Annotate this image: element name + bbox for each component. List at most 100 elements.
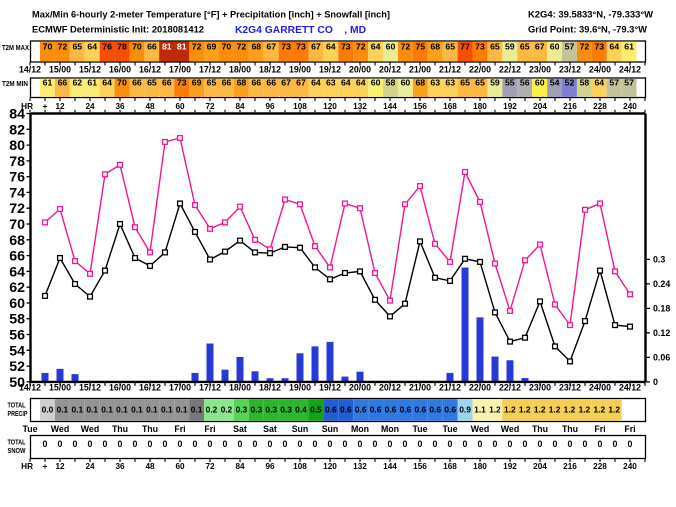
- svg-text:60: 60: [535, 77, 545, 87]
- svg-text:58: 58: [386, 77, 396, 87]
- svg-text:0.06: 0.06: [653, 353, 670, 363]
- svg-text:22/00: 22/00: [469, 65, 491, 75]
- svg-text:1.2: 1.2: [549, 405, 561, 415]
- svg-text:0: 0: [448, 439, 453, 449]
- svg-text:0.5: 0.5: [310, 405, 322, 415]
- svg-text:24/12: 24/12: [619, 382, 641, 392]
- svg-text:64: 64: [609, 41, 619, 51]
- svg-text:70: 70: [9, 217, 25, 233]
- svg-text:Thu: Thu: [562, 424, 578, 434]
- svg-text:65: 65: [147, 77, 157, 87]
- svg-text:216: 216: [563, 462, 577, 471]
- svg-text:57: 57: [565, 41, 575, 51]
- svg-text:0.6: 0.6: [385, 405, 397, 415]
- svg-text:22/00: 22/00: [469, 382, 491, 392]
- svg-text:168: 168: [443, 102, 457, 111]
- svg-text:78: 78: [117, 41, 127, 51]
- svg-text:20/12: 20/12: [379, 382, 401, 392]
- svg-text:72: 72: [205, 462, 215, 471]
- svg-text:Fri: Fri: [204, 424, 215, 434]
- svg-text:60: 60: [386, 41, 396, 51]
- svg-text:1.2: 1.2: [593, 405, 605, 415]
- svg-text:67: 67: [281, 77, 291, 87]
- svg-text:17/12: 17/12: [199, 382, 221, 392]
- svg-text:180: 180: [473, 462, 487, 471]
- svg-text:24: 24: [85, 462, 95, 471]
- svg-text:62: 62: [72, 77, 82, 87]
- svg-text:65: 65: [445, 41, 455, 51]
- svg-text:0.6: 0.6: [325, 405, 337, 415]
- svg-text:Sun: Sun: [322, 424, 339, 434]
- svg-text:16/00: 16/00: [109, 65, 131, 75]
- svg-text:62: 62: [9, 280, 25, 296]
- svg-text:0: 0: [88, 439, 93, 449]
- svg-text:0: 0: [343, 439, 348, 449]
- svg-text:180: 180: [473, 102, 487, 111]
- svg-text:72: 72: [192, 41, 202, 51]
- svg-text:Sun: Sun: [292, 424, 309, 434]
- svg-text:0.1: 0.1: [176, 405, 188, 415]
- svg-text:55: 55: [505, 77, 515, 87]
- svg-text:64: 64: [371, 41, 381, 51]
- svg-text:Grid Point: 39.6°N, -79.3°W: Grid Point: 39.6°N, -79.3°W: [528, 24, 647, 35]
- svg-text:1.2: 1.2: [608, 405, 620, 415]
- svg-text:54: 54: [550, 77, 560, 87]
- svg-text:0: 0: [313, 439, 318, 449]
- svg-text:56: 56: [520, 77, 530, 87]
- svg-text:+: +: [43, 462, 48, 471]
- svg-text:0: 0: [163, 439, 168, 449]
- svg-text:70: 70: [117, 77, 127, 87]
- svg-text:73: 73: [341, 41, 351, 51]
- svg-text:0: 0: [508, 439, 513, 449]
- svg-text:65: 65: [490, 41, 500, 51]
- svg-text:Thu: Thu: [142, 424, 158, 434]
- svg-text:64: 64: [311, 77, 321, 87]
- svg-text:Thu: Thu: [112, 424, 128, 434]
- svg-text:TOTAL: TOTAL: [8, 439, 27, 446]
- svg-text:14/12: 14/12: [19, 65, 41, 75]
- svg-text:21/12: 21/12: [439, 382, 461, 392]
- svg-text:72: 72: [356, 41, 366, 51]
- svg-text:19/00: 19/00: [289, 382, 311, 392]
- svg-text:1.2: 1.2: [579, 405, 591, 415]
- svg-text:96: 96: [265, 102, 275, 111]
- svg-text:63: 63: [326, 77, 336, 87]
- svg-text:24/00: 24/00: [589, 65, 611, 75]
- svg-text:0.1: 0.1: [146, 405, 158, 415]
- svg-text:64: 64: [356, 77, 366, 87]
- svg-text:81: 81: [177, 41, 187, 51]
- svg-text:0.1: 0.1: [86, 405, 98, 415]
- svg-text:0: 0: [388, 439, 393, 449]
- svg-text:84: 84: [235, 462, 245, 471]
- svg-text:HR: HR: [21, 462, 33, 471]
- svg-text:0: 0: [583, 439, 588, 449]
- svg-text:36: 36: [115, 102, 125, 111]
- svg-text:0.0: 0.0: [42, 405, 54, 415]
- svg-text:0: 0: [103, 439, 108, 449]
- svg-text:0: 0: [568, 439, 573, 449]
- svg-text:69: 69: [207, 41, 217, 51]
- svg-text:0: 0: [433, 439, 438, 449]
- svg-text:66: 66: [222, 77, 232, 87]
- svg-text:108: 108: [293, 102, 307, 111]
- svg-text:60: 60: [550, 41, 560, 51]
- svg-text:TOTAL: TOTAL: [8, 402, 27, 409]
- svg-text:0: 0: [598, 439, 603, 449]
- svg-text:20/00: 20/00: [349, 382, 371, 392]
- svg-text:61: 61: [87, 77, 97, 87]
- svg-text:156: 156: [413, 462, 427, 471]
- svg-text:67: 67: [266, 41, 276, 51]
- svg-text:K2G4: 39.5833°N, -79.333°W: K2G4: 39.5833°N, -79.333°W: [528, 9, 653, 20]
- svg-text:80: 80: [9, 138, 25, 154]
- svg-text:66: 66: [58, 77, 68, 87]
- svg-text:64: 64: [326, 41, 336, 51]
- svg-text:Max/Min 6-hourly 2-meter Tempe: Max/Min 6-hourly 2-meter Temperature [°F…: [32, 10, 390, 20]
- svg-text:70: 70: [43, 41, 53, 51]
- svg-text:82: 82: [9, 122, 25, 138]
- svg-text:0: 0: [43, 439, 48, 449]
- svg-text:64: 64: [594, 77, 604, 87]
- svg-text:64: 64: [341, 77, 351, 87]
- svg-text:66: 66: [147, 41, 157, 51]
- svg-text:HR: HR: [21, 102, 33, 111]
- svg-text:59: 59: [505, 41, 515, 51]
